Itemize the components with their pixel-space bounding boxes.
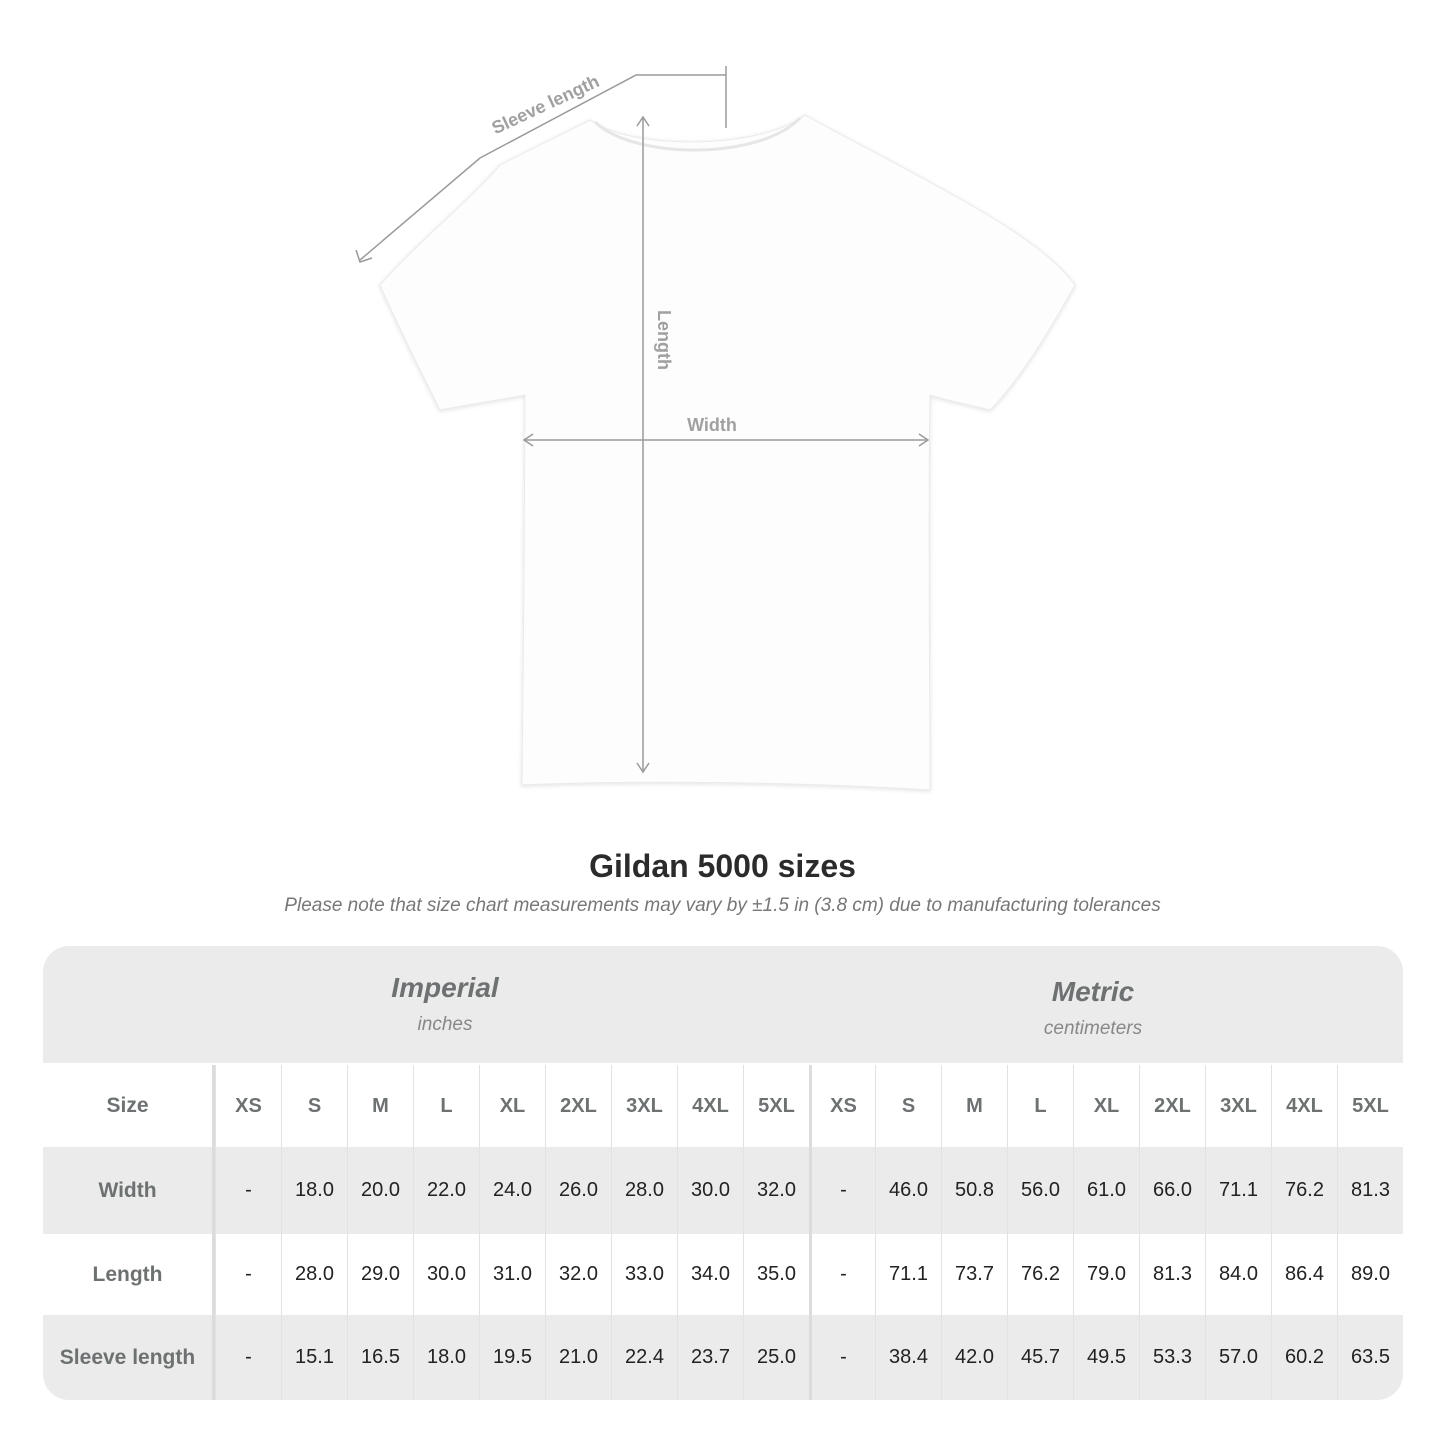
table-cell-imperial: 34.0 [677,1234,743,1315]
metric-header: Metric centimeters [809,976,1377,1040]
size-header-imperial: M [347,1065,413,1147]
table-cell-imperial: 18.0 [413,1315,479,1400]
size-header-imperial: 5XL [743,1065,809,1147]
table-cell-metric: 79.0 [1073,1234,1139,1315]
table-cell-imperial: 28.0 [281,1234,347,1315]
table-cell-metric: 73.7 [941,1234,1007,1315]
row-label: Sleeve length [43,1315,215,1400]
table-cell-imperial: 21.0 [545,1315,611,1400]
table-cell-metric: 38.4 [875,1315,941,1400]
table-cell-imperial: - [215,1315,281,1400]
table-row: Sleeve length -15.1 16.5 18.0 19.5 21.0 22.4 23… [43,1315,1403,1400]
table-cell-imperial: 32.0 [545,1234,611,1315]
table-row: Width -18.0 20.0 22.0 24.0 26.0 28.0 30.0 32.0-4… [43,1147,1403,1234]
size-header-metric: L [1007,1065,1073,1147]
length-label: Length [654,310,674,370]
table-cell-imperial: 32.0 [743,1147,809,1234]
measure-lines [355,66,930,774]
table-cell-metric: 50.8 [941,1147,1007,1234]
size-row: Size XS S M L XL 2XL 3XL 4XL 5XL XS S M L XL 2XL 3XL 4XL… [43,1065,1403,1147]
table-cell-imperial: 29.0 [347,1234,413,1315]
table-cell-metric: 42.0 [941,1315,1007,1400]
size-header-imperial: XS [215,1065,281,1147]
size-header-metric: 2XL [1139,1065,1205,1147]
table-cell-imperial: 30.0 [413,1234,479,1315]
table-row: Length -28.0 29.0 30.0 31.0 32.0 33.0 34.0 35.0-… [43,1234,1403,1315]
chart-title: Gildan 5000 sizes [589,848,856,884]
size-table: Imperial inches Metric centimeters Size … [43,946,1403,1400]
table-cell-metric: 66.0 [1139,1147,1205,1234]
size-header-metric: XS [809,1065,875,1147]
table-cell-imperial: 22.0 [413,1147,479,1234]
imperial-header: Imperial inches [215,972,675,1036]
table-cell-imperial: - [215,1147,281,1234]
sleeve-measure-line [359,74,726,261]
imperial-unit: inches [417,1014,473,1035]
table-cell-metric: 63.5 [1337,1315,1403,1400]
table-cell-imperial: 25.0 [743,1315,809,1400]
table-cell-metric: - [809,1147,875,1234]
table-cell-metric: 76.2 [1271,1147,1337,1234]
table-cell-metric: 86.4 [1271,1234,1337,1315]
size-header-metric: 3XL [1205,1065,1271,1147]
tshirt-diagram: Sleeve length Length Width [355,66,1076,791]
table-cell-imperial: 19.5 [479,1315,545,1400]
table-cell-imperial: 15.1 [281,1315,347,1400]
table-cell-metric: 71.1 [1205,1147,1271,1234]
metric-title: Metric [1051,976,1135,1007]
table-cell-metric: 56.0 [1007,1147,1073,1234]
table-cell-imperial: 16.5 [347,1315,413,1400]
table-cell-imperial: 24.0 [479,1147,545,1234]
table-cell-metric: - [809,1234,875,1315]
unit-header: Imperial inches Metric centimeters [43,946,1403,1063]
width-label: Width [687,415,737,435]
table-cell-metric: 45.7 [1007,1315,1073,1400]
size-header-metric: 5XL [1337,1065,1403,1147]
metric-unit: centimeters [1043,1018,1143,1039]
table-cell-imperial: 26.0 [545,1147,611,1234]
table-cell-metric: 49.5 [1073,1315,1139,1400]
table-cell-imperial: 30.0 [677,1147,743,1234]
imperial-title: Imperial [391,972,499,1003]
size-header-imperial: S [281,1065,347,1147]
table-cell-imperial: 31.0 [479,1234,545,1315]
table-cell-metric: - [809,1315,875,1400]
table-cell-metric: 71.1 [875,1234,941,1315]
size-header-metric: XL [1073,1065,1139,1147]
size-header-imperial: XL [479,1065,545,1147]
table-cell-metric: 61.0 [1073,1147,1139,1234]
table-cell-imperial: 23.7 [677,1315,743,1400]
tolerance-note: Please note that size chart measurements… [284,895,1161,916]
table-cell-metric: 81.3 [1337,1147,1403,1234]
table-cell-imperial: 33.0 [611,1234,677,1315]
size-header-imperial: 3XL [611,1065,677,1147]
table-cell-metric: 46.0 [875,1147,941,1234]
row-label: Length [43,1234,215,1315]
table-cell-imperial: 20.0 [347,1147,413,1234]
size-header-metric: S [875,1065,941,1147]
table-cell-metric: 89.0 [1337,1234,1403,1315]
size-label: Size [43,1065,215,1147]
table-cell-metric: 57.0 [1205,1315,1271,1400]
table-cell-metric: 81.3 [1139,1234,1205,1315]
table-cell-imperial: 35.0 [743,1234,809,1315]
size-header-metric: M [941,1065,1007,1147]
size-header-metric: 4XL [1271,1065,1337,1147]
table-cell-imperial: 22.4 [611,1315,677,1400]
row-label: Width [43,1147,215,1234]
table-cell-imperial: 18.0 [281,1147,347,1234]
table-cell-metric: 84.0 [1205,1234,1271,1315]
table-cell-imperial: - [215,1234,281,1315]
size-header-imperial: 4XL [677,1065,743,1147]
table-cell-imperial: 28.0 [611,1147,677,1234]
tshirt-shape [379,114,1076,791]
size-header-imperial: L [413,1065,479,1147]
size-header-imperial: 2XL [545,1065,611,1147]
table-cell-metric: 53.3 [1139,1315,1205,1400]
table-cell-metric: 76.2 [1007,1234,1073,1315]
table-cell-metric: 60.2 [1271,1315,1337,1400]
